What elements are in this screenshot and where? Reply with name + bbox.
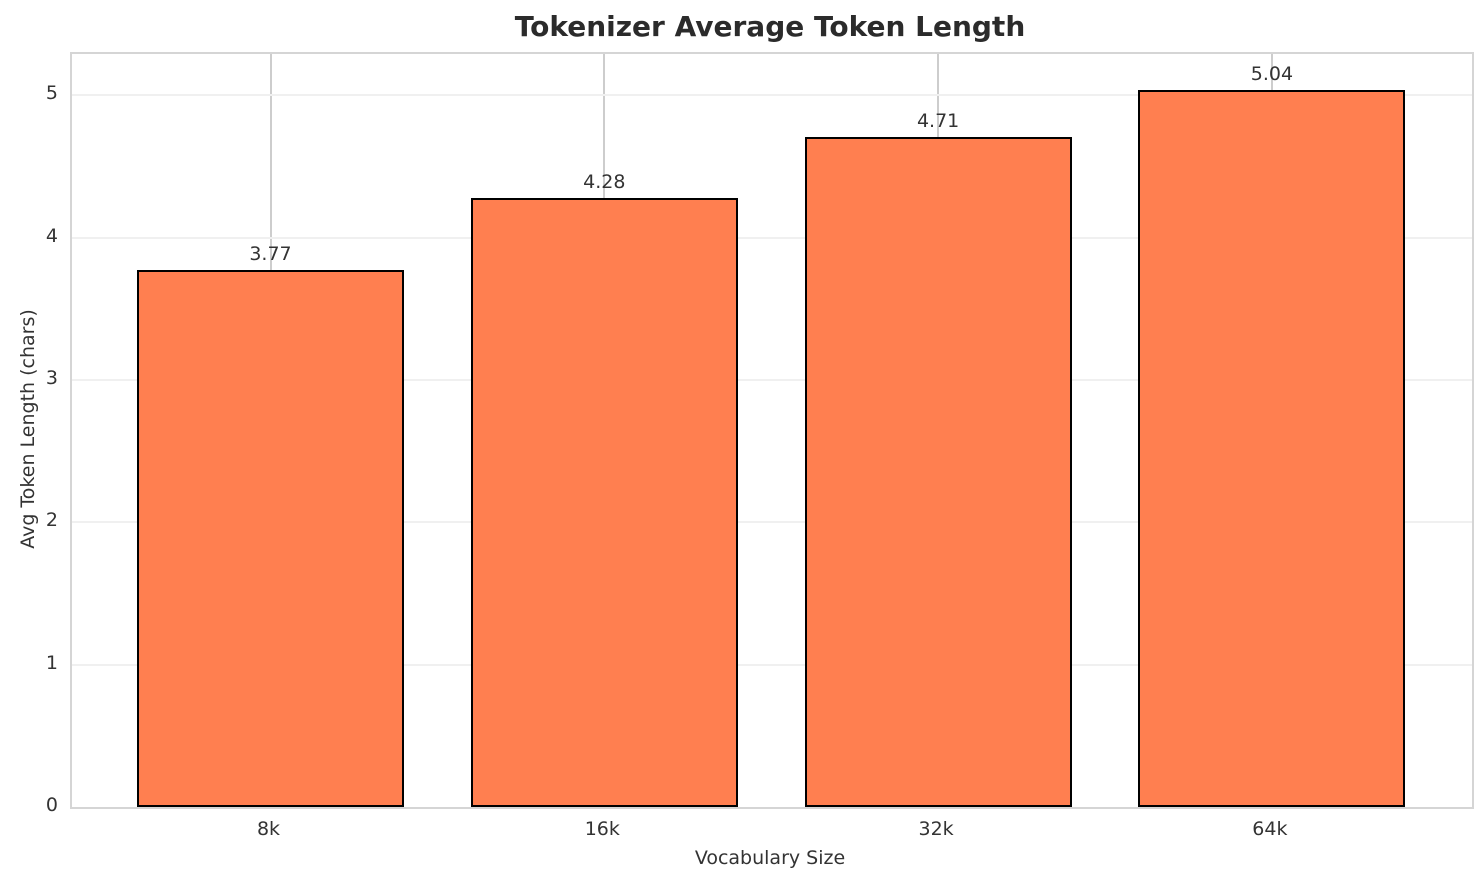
gridline-h xyxy=(72,378,1472,381)
bar-64k xyxy=(1138,89,1406,807)
bar-value-label: 4.28 xyxy=(583,170,626,193)
bar-8k xyxy=(137,270,404,807)
x-tick-label: 8k xyxy=(256,818,281,840)
y-tick-label: 0 xyxy=(45,794,58,816)
y-axis-label: Avg Token Length (chars) xyxy=(17,309,39,549)
x-tick-label: 16k xyxy=(584,818,620,840)
x-tick-label: 64k xyxy=(1252,818,1288,840)
plot-area: 3.77 4.28 4.71 5.04 xyxy=(70,52,1474,809)
y-tick-label: 5 xyxy=(45,82,58,105)
bar-value-label: 5.04 xyxy=(1250,62,1294,85)
bar-value-label: 3.77 xyxy=(249,243,292,266)
x-axis-label: Vocabulary Size xyxy=(694,847,846,869)
y-tick-label: 4 xyxy=(45,224,58,247)
y-tick-label: 1 xyxy=(45,651,58,674)
x-tick-label: 32k xyxy=(918,818,954,840)
y-tick-label: 3 xyxy=(45,366,58,389)
chart-title: Tokenizer Average Token Length xyxy=(514,10,1026,43)
gridline-h xyxy=(72,663,1472,666)
gridline-h xyxy=(72,94,1472,97)
gridline-h xyxy=(72,521,1472,524)
y-tick-label: 2 xyxy=(45,509,58,532)
bar-16k xyxy=(470,197,738,807)
bar-value-label: 4.71 xyxy=(916,109,960,132)
gridline-h xyxy=(72,236,1472,239)
bar-32k xyxy=(804,136,1072,807)
